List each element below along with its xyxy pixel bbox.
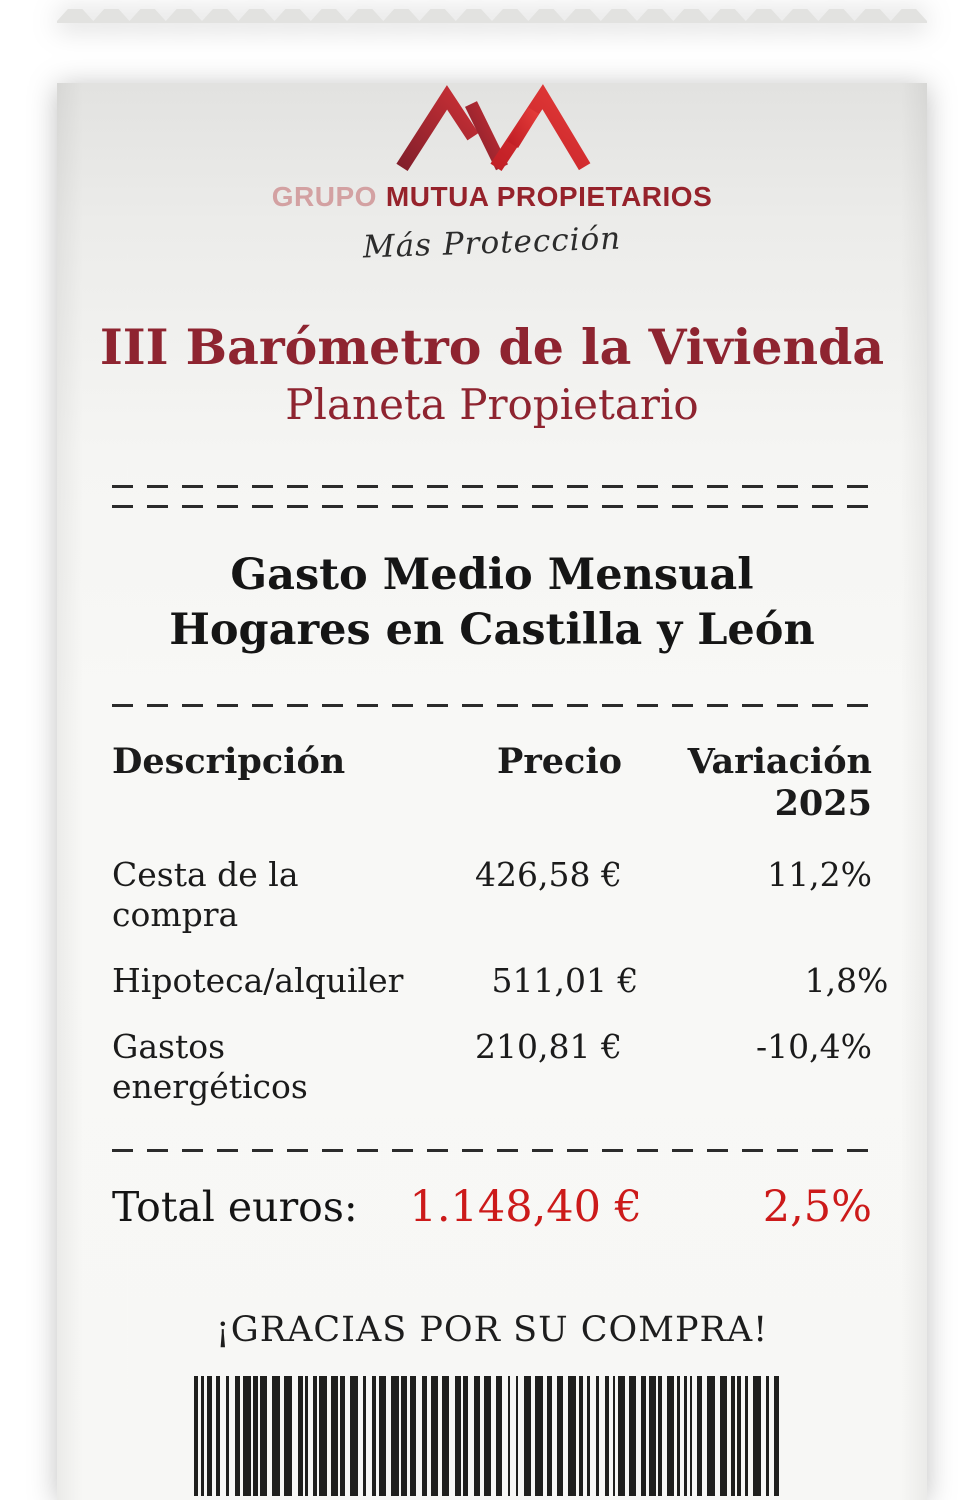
receipt-paper: GRUPO MUTUA PROPIETARIOS Más Protección I…: [57, 83, 927, 1500]
brand-name: GRUPO MUTUA PROPIETARIOS: [97, 181, 887, 213]
column-header-description: Descripción: [112, 741, 346, 782]
barcode: [194, 1376, 790, 1496]
row-price: 426,58 €: [475, 855, 622, 894]
row-description: Cesta de la compra: [112, 855, 299, 934]
total-price: 1.148,40 €: [409, 1182, 642, 1232]
table-header-row: Descripción Precio Variación 2025: [112, 741, 872, 825]
brand-tagline-script: Más Protección: [362, 220, 622, 266]
brand-name-mutua: MUTUA PROPIETARIOS: [385, 181, 713, 212]
section-title: Gasto Medio Mensual Hogares en Castilla …: [97, 548, 887, 658]
total-label: Total euros:: [112, 1183, 358, 1231]
row-description: Gastos energéticos: [112, 1027, 308, 1106]
receipt-torn-edge: [57, 9, 927, 23]
thanks-message: ¡GRACIAS POR SU COMPRA!: [215, 1310, 769, 1350]
page-title: III Barómetro de la Vivienda: [99, 318, 885, 376]
brand-name-grupo: GRUPO: [271, 181, 377, 212]
section-title-line2: Hogares en Castilla y León: [169, 605, 815, 655]
total-row: Total euros: 1.148,40 € 2,5%: [112, 1182, 872, 1232]
column-header-variation: Variación 2025: [687, 741, 872, 824]
receipt: GRUPO MUTUA PROPIETARIOS Más Protección I…: [57, 8, 927, 1500]
expenses-table: Descripción Precio Variación 2025 Cesta …: [112, 741, 888, 1107]
table-row: Gastos energéticos 210,81 € -10,4%: [112, 1027, 872, 1107]
page-subtitle: Planeta Propietario: [285, 380, 699, 429]
separator-double-dashed: [97, 485, 887, 508]
table-row: Hipoteca/alquiler 511,01 € 1,8%: [112, 961, 888, 1001]
row-variation: 11,2%: [767, 855, 872, 894]
section-title-line1: Gasto Medio Mensual: [230, 550, 754, 600]
total-variation: 2,5%: [762, 1182, 872, 1232]
separator-dashed: [97, 704, 887, 707]
row-variation: 1,8%: [804, 961, 889, 1000]
separator-dashed: [97, 1149, 887, 1152]
column-header-price: Precio: [497, 741, 622, 782]
table-row: Cesta de la compra 426,58 € 11,2%: [112, 855, 872, 935]
row-description: Hipoteca/alquiler: [112, 961, 404, 1000]
page-background: GRUPO MUTUA PROPIETARIOS Más Protección I…: [57, 8, 927, 1500]
row-price: 210,81 €: [475, 1027, 622, 1066]
row-variation: -10,4%: [756, 1027, 872, 1066]
row-price: 511,01 €: [491, 961, 639, 1000]
mutua-propietarios-logo-icon: [396, 84, 591, 172]
